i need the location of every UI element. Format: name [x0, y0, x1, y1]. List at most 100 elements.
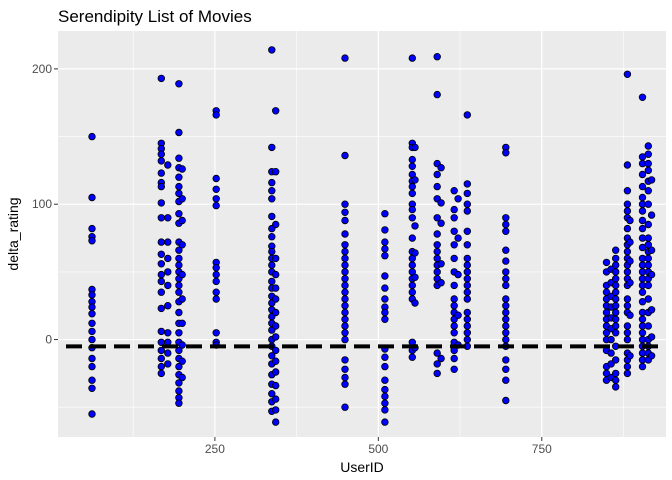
data-point: [341, 275, 349, 283]
data-point: [341, 356, 349, 364]
data-point: [157, 238, 165, 246]
data-point: [175, 189, 183, 198]
data-point: [157, 150, 165, 158]
data-point: [88, 224, 96, 233]
y-tick-label: 0: [45, 333, 52, 347]
data-point: [381, 353, 389, 361]
data-point: [88, 310, 96, 318]
data-point: [411, 273, 419, 281]
x-axis-title: UserID: [340, 459, 384, 475]
data-point: [408, 281, 416, 290]
data-point: [626, 352, 634, 360]
data-point: [381, 399, 389, 407]
data-point: [157, 288, 165, 296]
data-point: [450, 281, 458, 290]
data-point: [433, 90, 441, 99]
data-point: [502, 220, 510, 229]
data-point: [612, 275, 620, 283]
data-point: [602, 308, 611, 317]
data-point: [272, 395, 280, 403]
data-point: [433, 247, 441, 256]
data-point: [450, 186, 458, 195]
data-point: [272, 167, 280, 176]
data-point: [411, 249, 419, 257]
x-tick-label: 750: [532, 442, 552, 456]
data-point: [157, 157, 165, 165]
data-point: [612, 261, 620, 269]
data-point: [341, 315, 349, 323]
data-point: [272, 381, 280, 390]
data-point: [502, 246, 510, 254]
data-point: [212, 264, 220, 272]
data-point: [164, 349, 172, 357]
data-point: [647, 270, 656, 279]
data-point: [638, 93, 647, 101]
data-point: [502, 149, 510, 157]
data-point: [175, 173, 183, 181]
data-point: [175, 182, 183, 191]
data-point: [437, 199, 445, 207]
data-point: [626, 238, 634, 246]
data-point: [647, 333, 656, 341]
data-point: [502, 227, 510, 235]
data-point: [175, 246, 183, 254]
data-point: [463, 261, 471, 269]
data-point: [411, 143, 419, 152]
data-point: [502, 396, 510, 405]
data-point: [454, 195, 462, 203]
data-point: [178, 195, 186, 203]
data-point: [164, 281, 172, 290]
data-point: [157, 346, 165, 355]
data-point: [212, 185, 220, 193]
data-point: [450, 365, 458, 373]
data-point: [381, 245, 389, 253]
data-point: [408, 182, 416, 191]
data-point: [381, 209, 389, 218]
data-point: [623, 200, 632, 208]
data-point: [437, 354, 445, 363]
data-point: [88, 237, 96, 245]
data-point: [272, 308, 280, 317]
data-point: [212, 295, 220, 303]
data-point: [612, 295, 620, 303]
data-point: [612, 369, 620, 378]
data-point: [638, 224, 647, 233]
data-point: [644, 166, 652, 175]
data-point: [607, 360, 615, 368]
y-tick-label: 100: [32, 197, 52, 211]
data-point: [433, 214, 441, 222]
data-point: [408, 54, 416, 62]
data-point: [638, 207, 647, 215]
data-point: [647, 352, 656, 360]
data-point: [178, 216, 186, 225]
data-point: [463, 288, 471, 296]
data-point: [88, 410, 96, 418]
data-point: [157, 327, 165, 336]
data-point: [341, 288, 349, 296]
data-point: [433, 369, 441, 378]
data-point: [341, 373, 349, 382]
data-point: [157, 250, 165, 258]
data-point: [463, 329, 471, 337]
data-point: [437, 163, 445, 172]
data-point: [502, 214, 510, 222]
data-point: [175, 329, 183, 337]
data-point: [502, 295, 510, 303]
data-point: [411, 299, 419, 307]
data-point: [212, 111, 220, 119]
y-axis-title: delta_rating: [5, 197, 21, 270]
data-point: [88, 193, 96, 202]
data-point: [88, 335, 96, 344]
data-point: [178, 241, 186, 249]
data-point: [178, 341, 186, 349]
data-point: [408, 234, 416, 242]
data-point: [175, 399, 183, 407]
data-point: [644, 159, 652, 168]
data-point: [408, 214, 416, 222]
data-point: [157, 214, 165, 222]
data-point: [644, 322, 652, 330]
data-point: [644, 200, 652, 208]
data-point: [341, 54, 349, 62]
data-point: [408, 288, 416, 296]
data-point: [381, 406, 389, 414]
